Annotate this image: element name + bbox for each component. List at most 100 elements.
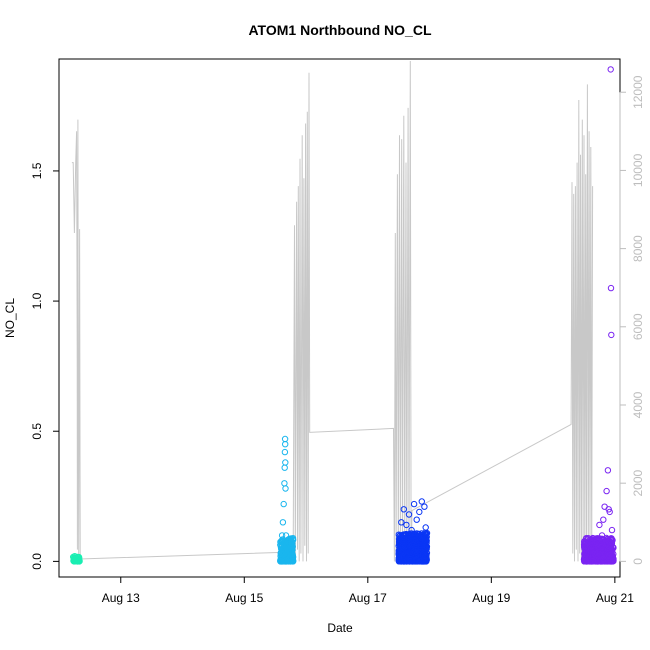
y-tick-label: 0.5: [30, 423, 44, 440]
y2-tick-label: 8000: [631, 235, 645, 262]
data-point: [76, 558, 83, 565]
data-point: [407, 537, 414, 544]
data-point: [413, 516, 420, 523]
data-point: [277, 550, 284, 557]
data-point: [282, 532, 290, 539]
data-point: [589, 553, 596, 560]
data-point: [584, 545, 591, 552]
data-point: [400, 506, 407, 513]
data-point: [277, 553, 284, 560]
data-point: [608, 526, 616, 534]
data-point: [282, 459, 289, 466]
data-point: [598, 532, 606, 539]
data-point: [403, 521, 410, 529]
y2-tick-label: 2000: [631, 470, 645, 497]
secondary-line-path: [71, 60, 594, 562]
data-point: [608, 331, 615, 339]
data-point: [282, 441, 289, 448]
data-point: [416, 508, 423, 516]
x-tick-label: Aug 17: [349, 591, 387, 605]
data-point: [421, 503, 428, 510]
data-point: [281, 464, 288, 471]
session-1: [70, 553, 83, 565]
y2-tick-label: 4000: [631, 391, 645, 418]
data-point: [280, 500, 287, 508]
data-point: [418, 498, 425, 505]
data-point: [288, 540, 296, 547]
y-tick-label: 0.0: [30, 553, 44, 570]
y2-tick-label: 12000: [631, 75, 645, 109]
data-point: [607, 546, 614, 554]
data-point: [598, 547, 605, 554]
x-tick-label: Aug 19: [472, 591, 510, 605]
data-point: [596, 551, 604, 558]
right-axis: 0 2000 4000 6000 8000 10000 12000: [619, 75, 645, 565]
x-tick-label: Aug 15: [225, 591, 263, 605]
data-point: [408, 526, 415, 534]
data-point: [278, 532, 286, 539]
data-point: [404, 557, 411, 564]
data-point: [608, 553, 616, 560]
session-4: [580, 66, 617, 565]
data-point: [596, 521, 603, 529]
data-point: [398, 554, 405, 561]
data-point: [589, 557, 597, 565]
secondary-line: [71, 60, 594, 562]
data-point: [281, 556, 288, 563]
data-point: [398, 519, 405, 526]
data-point: [581, 556, 589, 563]
data-point: [281, 480, 288, 487]
data-point: [396, 548, 403, 555]
data-point: [418, 534, 425, 542]
session-2: [277, 435, 297, 565]
x-tick-label: Aug 21: [596, 591, 634, 605]
data-point: [418, 557, 425, 565]
data-point: [607, 543, 614, 550]
data-point: [604, 467, 612, 474]
data-point: [409, 543, 416, 551]
plot-area: [58, 58, 621, 578]
data-point: [412, 556, 419, 563]
data-point: [607, 66, 614, 73]
data-point: [593, 537, 600, 544]
data-point: [598, 544, 605, 551]
data-point: [413, 545, 420, 552]
data-point: [582, 557, 589, 564]
data-point: [401, 540, 408, 547]
data-point: [421, 544, 428, 551]
data-point: [413, 552, 420, 559]
data-points: [70, 66, 617, 565]
data-point: [401, 543, 408, 550]
data-point: [405, 511, 413, 518]
y-axis-label: NO_CL: [3, 298, 17, 338]
data-point: [607, 538, 614, 546]
data-point: [287, 541, 294, 548]
data-point: [600, 556, 607, 563]
data-point: [600, 516, 607, 523]
data-point: [279, 519, 287, 526]
data-point: [282, 485, 289, 492]
x-tick-label: Aug 13: [102, 591, 140, 605]
data-point: [606, 508, 613, 516]
data-point: [588, 540, 595, 547]
y-tick-label: 1.0: [30, 292, 44, 309]
data-point: [289, 553, 297, 560]
data-point: [410, 500, 418, 508]
session-3: [395, 498, 431, 565]
y-axis: 0.0 0.5 1.0 1.5: [30, 162, 59, 570]
data-point: [607, 284, 615, 292]
data-point: [396, 532, 404, 539]
data-point: [281, 448, 289, 456]
data-point: [603, 487, 610, 495]
data-point: [607, 535, 615, 542]
y2-tick-label: 10000: [631, 153, 645, 187]
x-axis: Aug 13 Aug 15 Aug 17 Aug 19 Aug 21: [102, 577, 634, 605]
data-point: [422, 524, 429, 531]
y2-tick-label: 0: [631, 558, 645, 565]
y2-tick-label: 6000: [631, 313, 645, 340]
x-axis-label: Date: [327, 621, 353, 635]
y-tick-label: 1.5: [30, 162, 44, 179]
data-point: [603, 540, 611, 547]
data-point: [422, 552, 429, 560]
